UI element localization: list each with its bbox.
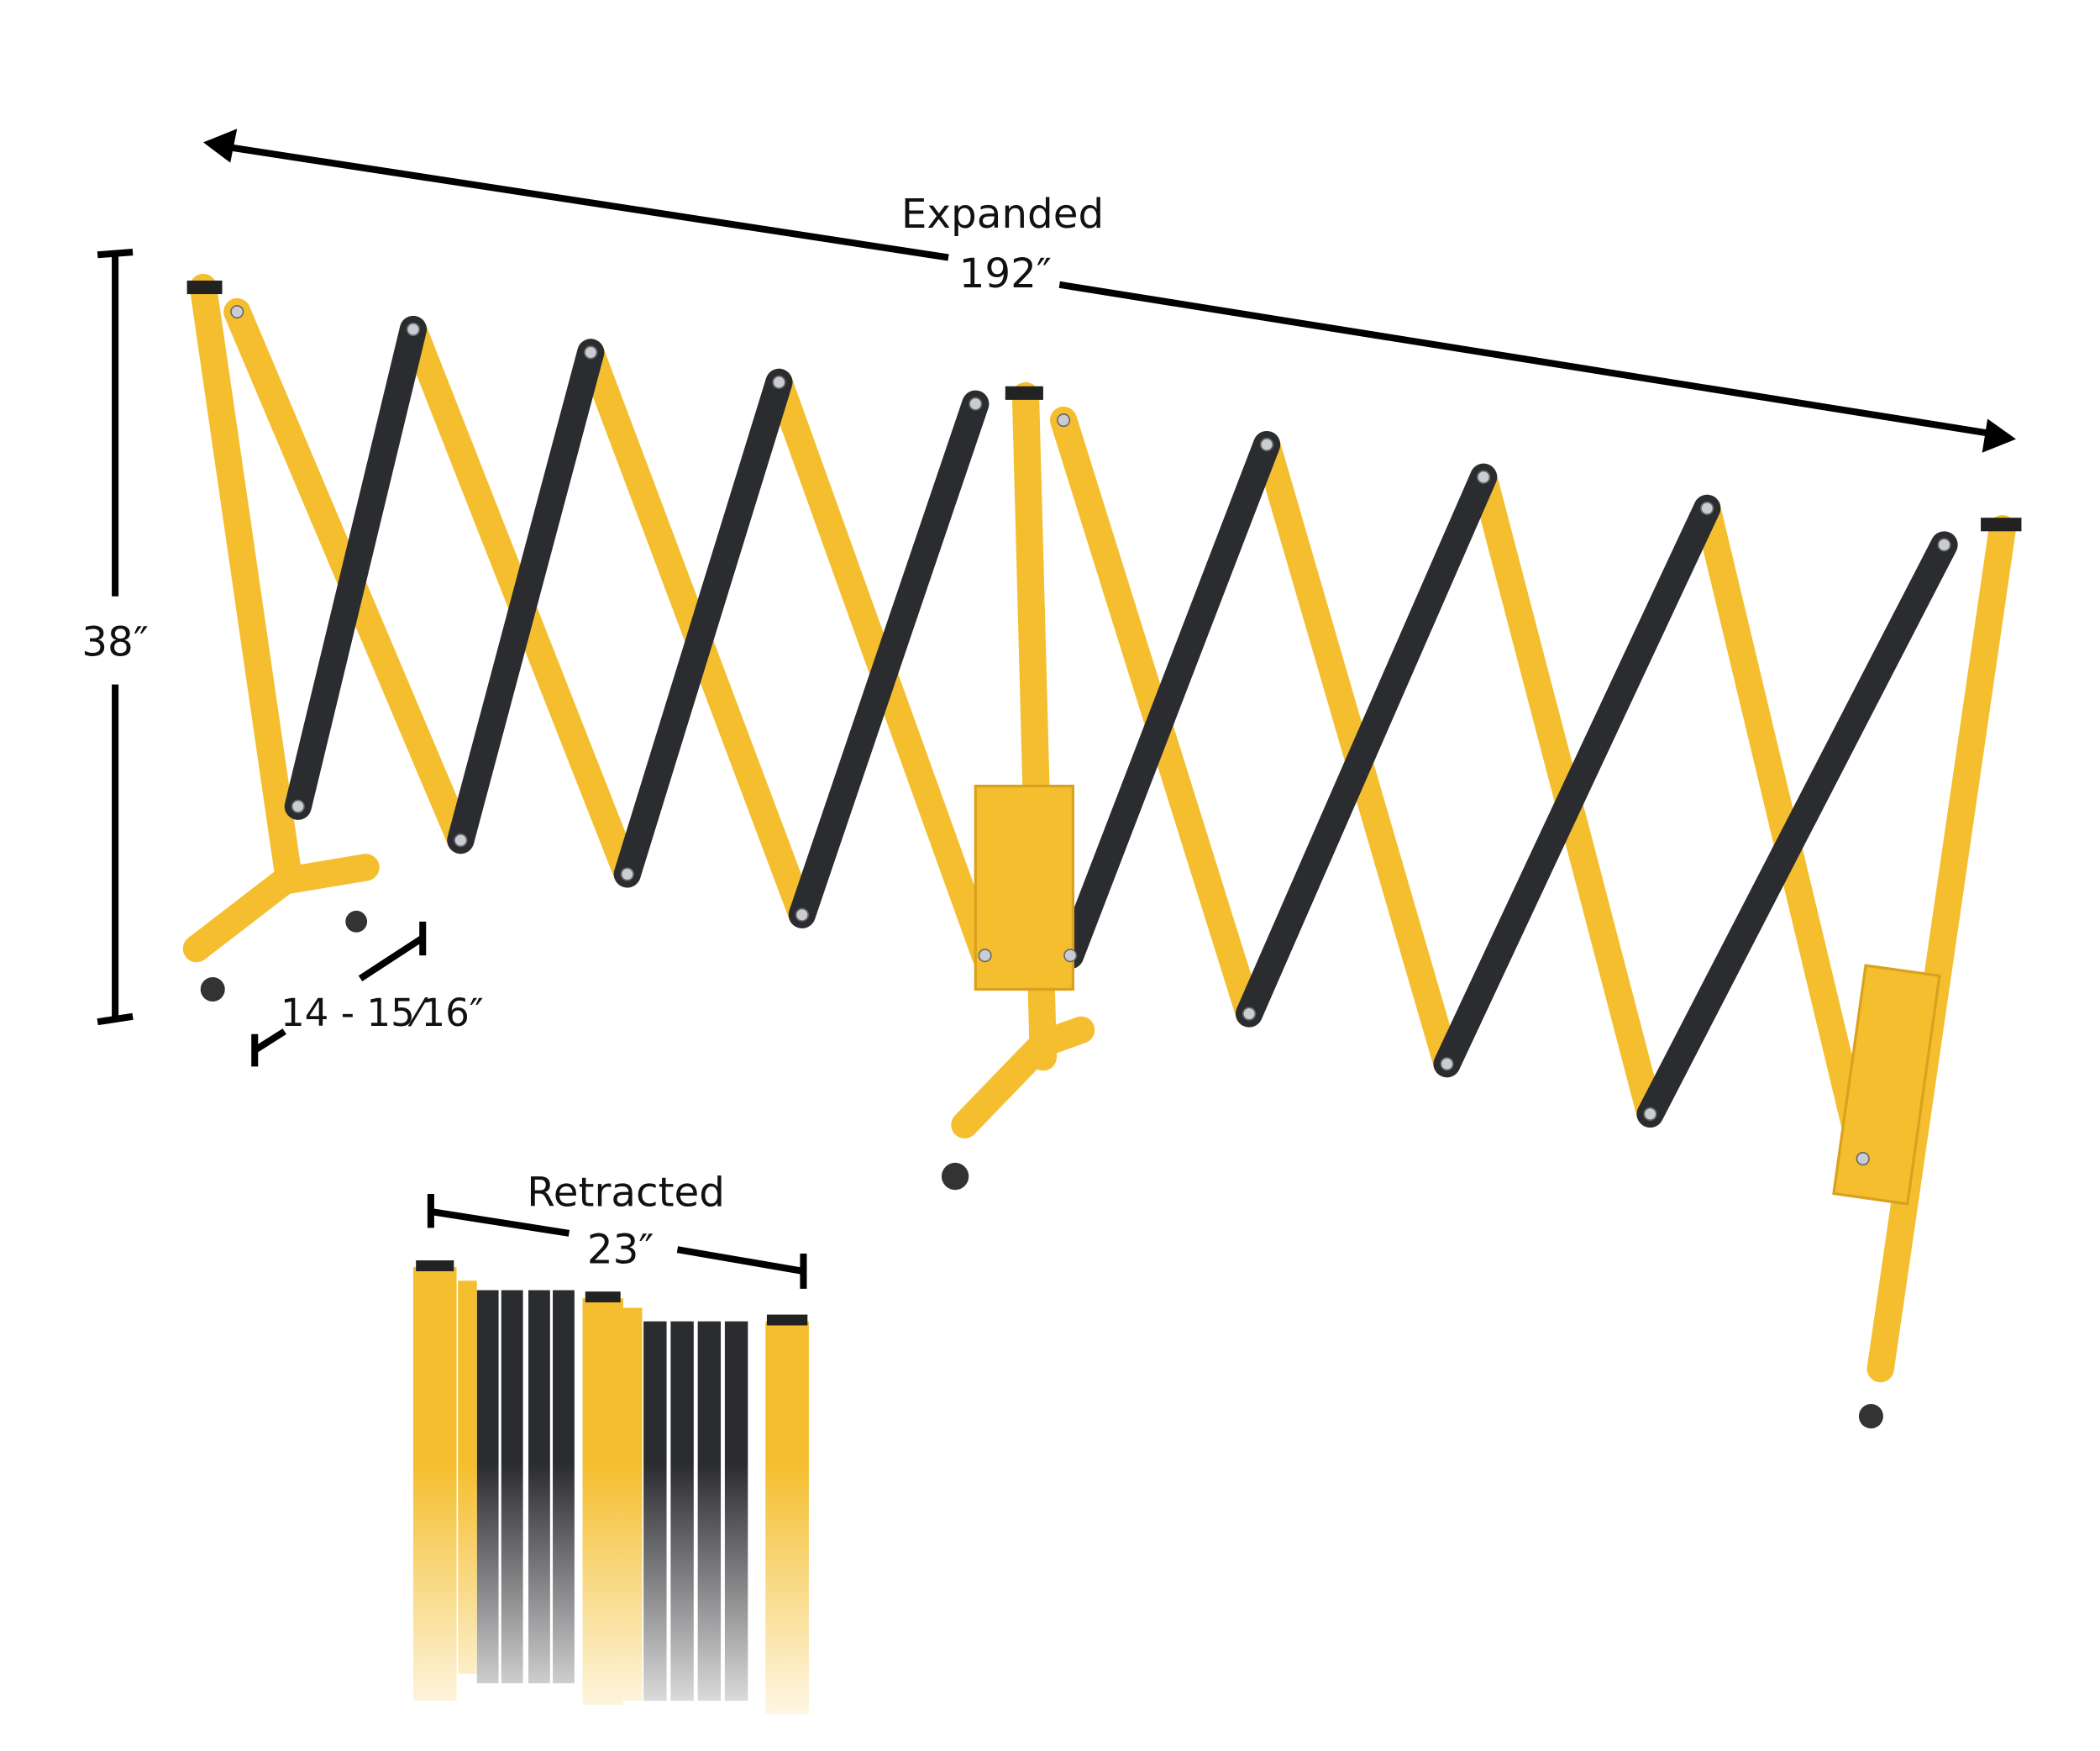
arrow-right-icon bbox=[1982, 418, 2016, 453]
retracted-barrier-illustration bbox=[392, 1260, 827, 1751]
bolt-icon bbox=[795, 907, 809, 922]
bolt-icon bbox=[1260, 438, 1274, 452]
bolt-icon bbox=[620, 867, 634, 881]
expanded-value: 192″ bbox=[959, 250, 1052, 297]
bolt-icon bbox=[1643, 1107, 1657, 1121]
bolt-icon bbox=[584, 345, 598, 360]
right-post bbox=[1866, 514, 2016, 1383]
arrow-left-icon bbox=[202, 129, 238, 163]
bolt-icon bbox=[454, 833, 468, 848]
bolt-icon bbox=[1700, 501, 1714, 515]
bolt-icon bbox=[772, 375, 786, 389]
bolt-icon bbox=[230, 304, 244, 319]
caster-wheel-icon bbox=[345, 910, 368, 933]
black-scissor-arm bbox=[1433, 494, 1721, 1078]
retracted-value: 23″ bbox=[587, 1226, 654, 1273]
bolt-icon bbox=[978, 949, 992, 963]
caster-wheel-icon bbox=[1858, 1404, 1883, 1429]
black-scissor-arm bbox=[1636, 531, 1958, 1128]
height-value: 38″ bbox=[81, 619, 149, 666]
bolt-icon bbox=[1477, 470, 1491, 484]
caster-wheel-icon bbox=[941, 1162, 969, 1191]
black-scissor-arm bbox=[788, 390, 990, 928]
retracted-label: Retracted bbox=[527, 1170, 725, 1217]
bolt-icon bbox=[1063, 949, 1078, 963]
post-cap bbox=[1005, 386, 1043, 400]
black-scissor-arm bbox=[613, 368, 793, 888]
base-dimension bbox=[251, 921, 427, 1067]
caster-wheel-icon bbox=[200, 976, 225, 1002]
bolt-icon bbox=[969, 397, 983, 411]
left-base-foot bbox=[270, 854, 380, 895]
post-cap bbox=[766, 1314, 808, 1326]
fade-overlay bbox=[392, 1464, 827, 1751]
black-scissor-arm bbox=[1057, 430, 1281, 970]
bolt-icon bbox=[1440, 1057, 1454, 1071]
middle-base-foot bbox=[951, 1029, 1058, 1138]
right-post-bracket bbox=[1832, 964, 1941, 1206]
base-value: 14 - 15⁄16″ bbox=[281, 991, 484, 1035]
bolt-icon bbox=[1057, 413, 1071, 428]
bolt-icon bbox=[291, 799, 305, 813]
black-scissor-arm bbox=[284, 315, 428, 820]
post-cap bbox=[416, 1260, 454, 1271]
black-scissor-arm bbox=[1235, 463, 1498, 1028]
expanded-label: Expanded bbox=[901, 191, 1104, 238]
expanded-dimension bbox=[202, 129, 2016, 453]
post-cap bbox=[1981, 518, 2022, 532]
post-cap bbox=[186, 280, 223, 295]
retracted-dimension bbox=[427, 1194, 807, 1289]
bolt-icon bbox=[1937, 538, 1951, 552]
middle-base-foot bbox=[1029, 1016, 1095, 1058]
left-base-foot bbox=[182, 867, 298, 963]
left-post bbox=[189, 273, 302, 881]
post-cap bbox=[585, 1291, 621, 1303]
expanded-barrier-illustration bbox=[182, 273, 2022, 1429]
height-dimension bbox=[97, 249, 134, 1026]
bolt-icon bbox=[1856, 1152, 1870, 1166]
bolt-icon bbox=[1242, 1007, 1257, 1021]
black-scissor-arm bbox=[447, 339, 605, 854]
bolt-icon bbox=[406, 322, 420, 337]
